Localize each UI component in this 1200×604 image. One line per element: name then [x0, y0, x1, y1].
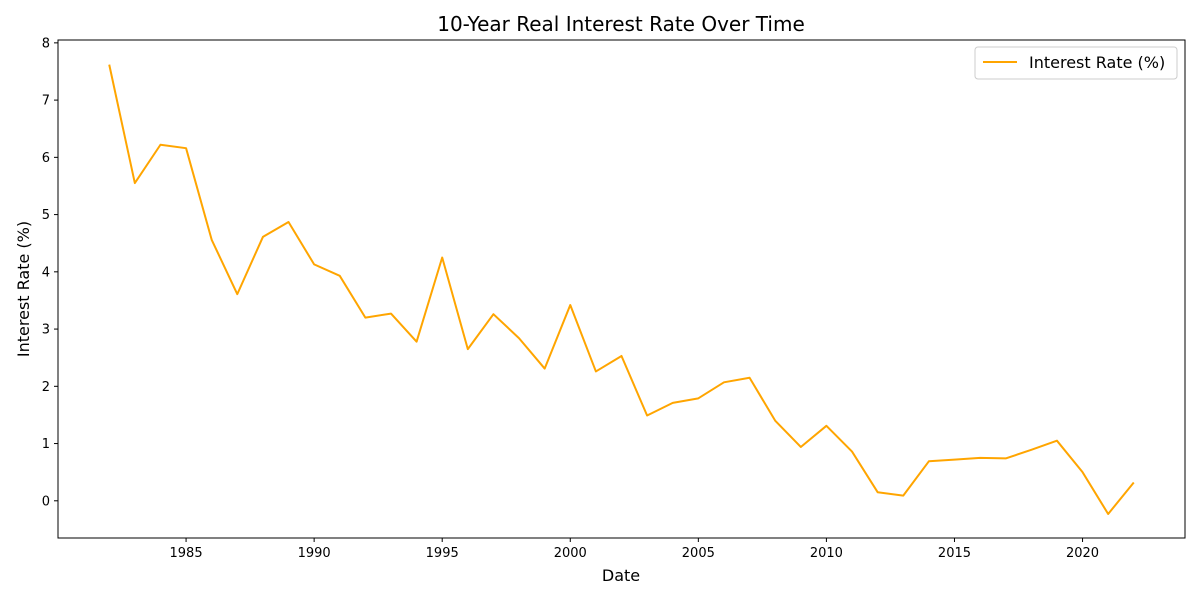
- x-tick-label: 2000: [554, 546, 587, 561]
- x-tick-label: 1985: [170, 546, 203, 561]
- y-tick-label: 6: [42, 151, 50, 166]
- legend: Interest Rate (%): [974, 46, 1178, 80]
- x-tick-label: 2010: [810, 546, 843, 561]
- x-axis-label: Date: [602, 566, 640, 585]
- y-tick-label: 4: [42, 265, 50, 280]
- y-tick-label: 1: [42, 437, 50, 452]
- y-tick-label: 5: [42, 208, 50, 223]
- y-tick-label: 3: [42, 323, 50, 338]
- series-line: [108, 64, 1135, 515]
- x-tick-label: 1990: [298, 546, 331, 561]
- x-tick-label: 2020: [1066, 546, 1099, 561]
- series-layer: [108, 64, 1135, 515]
- legend-label: Interest Rate (%): [1029, 53, 1165, 72]
- chart-title: 10-Year Real Interest Rate Over Time: [437, 12, 805, 36]
- x-axis: 1985 1990 1995 2000 2005 2010 2015 2020: [170, 538, 1099, 561]
- plot-area: [57, 39, 1186, 539]
- y-tick-label: 8: [42, 36, 50, 51]
- x-tick-label: 2015: [938, 546, 971, 561]
- y-axis-label: Interest Rate (%): [14, 221, 33, 357]
- x-tick-label: 2005: [682, 546, 715, 561]
- y-tick-label: 7: [42, 94, 50, 109]
- y-tick-label: 0: [42, 494, 50, 509]
- x-tick-label: 1995: [426, 546, 459, 561]
- y-tick-label: 2: [42, 380, 50, 395]
- y-axis: 0 1 2 3 4 5 6 7 8: [42, 36, 58, 509]
- legend-box: [974, 46, 1178, 80]
